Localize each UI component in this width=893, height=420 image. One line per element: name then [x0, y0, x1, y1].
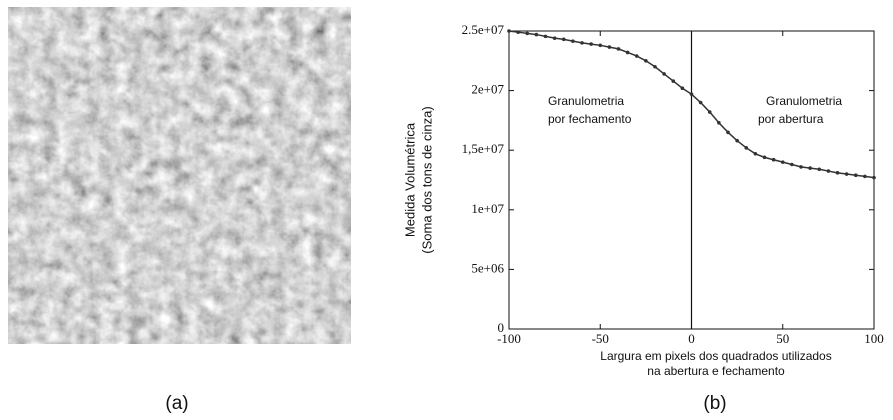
data-point: [644, 59, 648, 63]
x-tick-label: -100: [497, 331, 521, 346]
caption: (b): [703, 393, 726, 414]
data-point: [680, 86, 685, 91]
data-point: [625, 50, 630, 55]
data-point: [808, 166, 812, 170]
x-tick-label: 50: [776, 331, 789, 346]
data-point: [543, 34, 548, 39]
data-point: [698, 100, 703, 105]
data-point: [826, 169, 831, 173]
data-point: [735, 138, 739, 143]
data-point: [799, 165, 803, 169]
data-point: [607, 45, 612, 49]
texture-image: [8, 7, 351, 344]
caption: (a): [165, 393, 188, 414]
x-tick-label: 0: [688, 331, 695, 346]
data-point: [753, 151, 758, 156]
y-tick-label: 1e+07: [471, 201, 504, 216]
y-tick-label: 2e+07: [471, 82, 504, 97]
data-point: [507, 29, 511, 33]
data-point: [771, 157, 776, 162]
data-point: [671, 79, 676, 83]
data-point: [516, 30, 520, 34]
y-axis-label: (Soma dos tons de cinza): [419, 106, 434, 253]
data-point: [598, 43, 603, 48]
data-point: [653, 64, 657, 69]
data-point: [863, 174, 867, 179]
data-point: [634, 54, 639, 58]
data-point: [580, 41, 584, 45]
x-axis-label: Largura em pixels dos quadrados utilizad…: [600, 349, 831, 363]
y-tick-label: 2.5e+07: [462, 22, 505, 37]
x-tick-label: 100: [864, 331, 884, 346]
y-tick-label: 5e+06: [471, 260, 504, 275]
data-point: [717, 120, 721, 125]
data-point: [534, 32, 539, 37]
data-point: [817, 167, 822, 172]
data-point: [689, 92, 694, 96]
data-point: [561, 37, 566, 42]
data-point: [662, 72, 666, 76]
data-point: [790, 162, 794, 167]
data-point: [780, 160, 785, 164]
y-tick-label: 0: [498, 320, 505, 335]
annotation: por abertura: [758, 112, 824, 126]
data-point: [589, 42, 593, 46]
annotation: por fechamento: [548, 112, 632, 126]
data-point: [744, 146, 749, 150]
data-point: [872, 175, 876, 180]
x-tick-label: -50: [592, 331, 609, 346]
y-tick-label: 1,5e+07: [462, 141, 505, 156]
data-point: [525, 31, 530, 36]
data-point: [853, 173, 858, 178]
x-axis-label: na abertura e fechamento: [647, 364, 785, 378]
data-point: [552, 36, 557, 40]
data-point: [844, 172, 849, 176]
data-point: [726, 130, 730, 135]
data-point: [835, 171, 840, 175]
data-point: [571, 39, 575, 43]
annotation: Granulometria: [766, 94, 842, 108]
data-point: [762, 155, 767, 160]
annotation: Granulometria: [548, 94, 624, 108]
data-point: [707, 110, 712, 114]
y-axis-label: Medida Volumétrica: [402, 122, 417, 237]
data-point: [616, 47, 621, 51]
